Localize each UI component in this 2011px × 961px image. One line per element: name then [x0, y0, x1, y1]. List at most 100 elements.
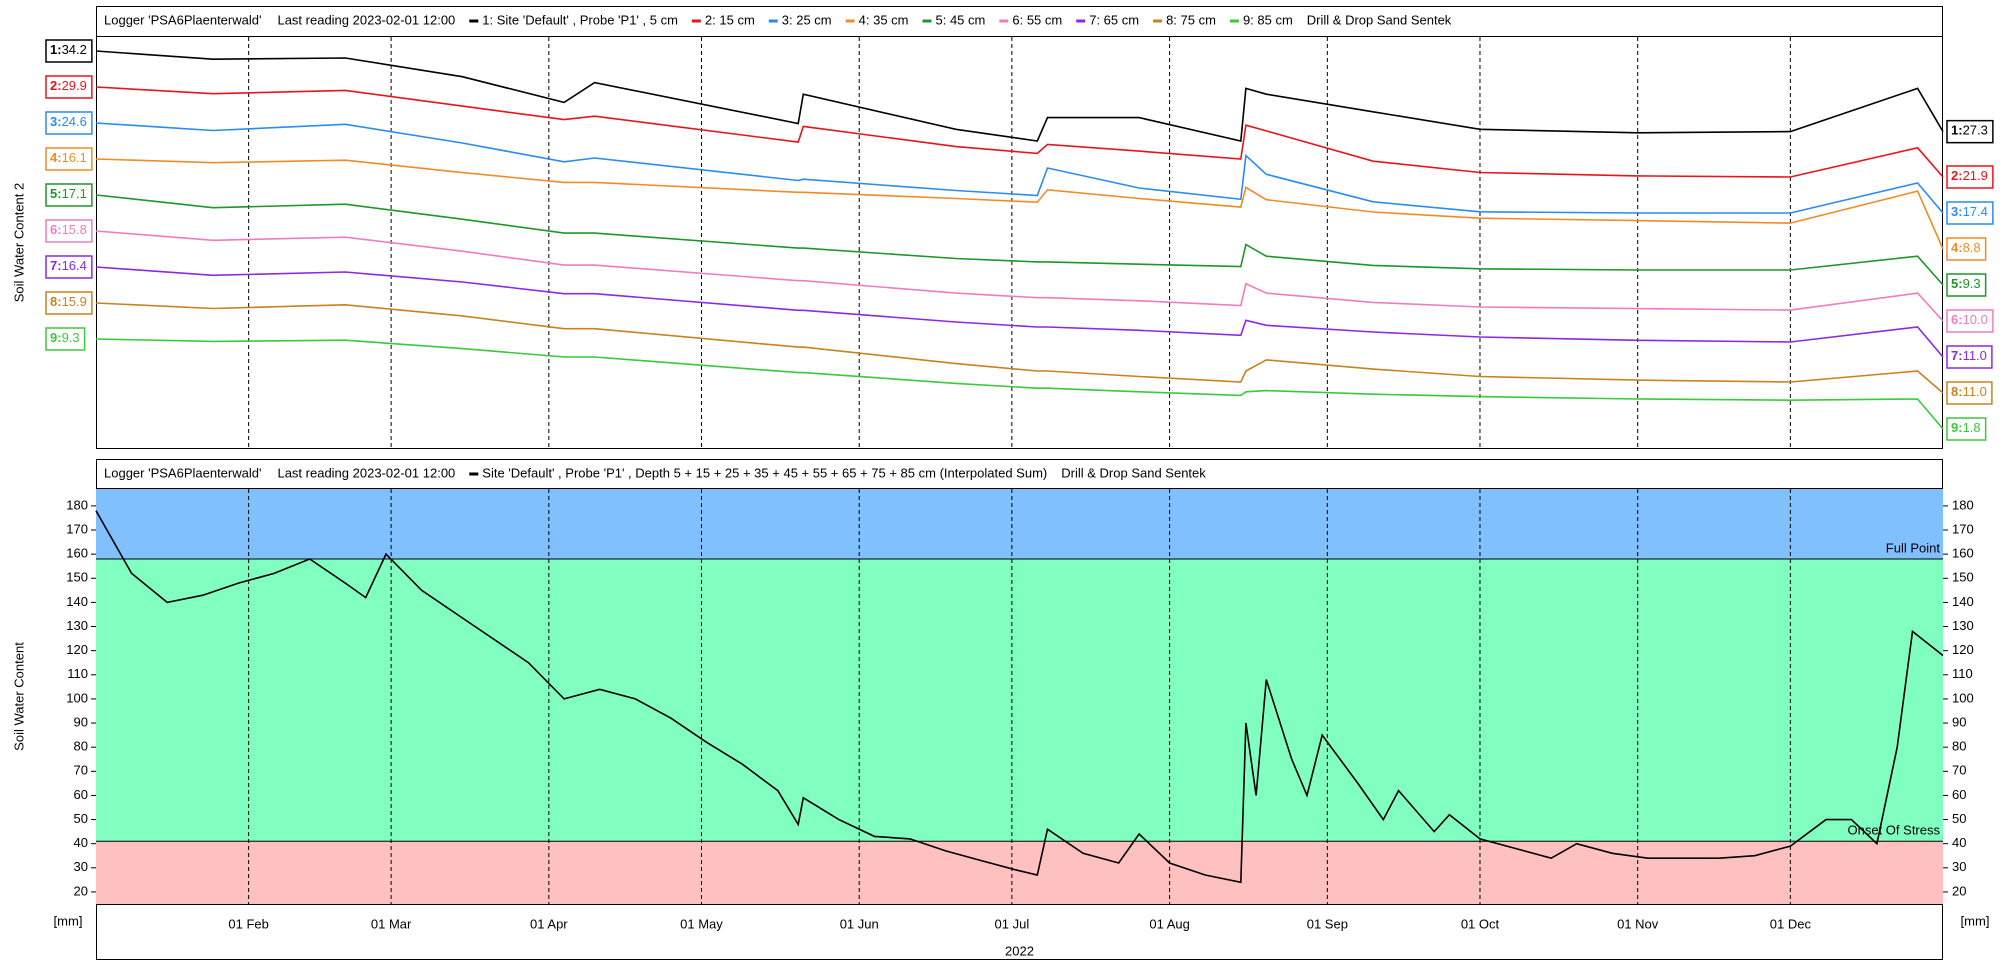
series-end-label-box: [1946, 417, 1987, 441]
legend-label: 6: 55 cm: [1012, 12, 1062, 27]
y-tick-label: 150: [1952, 570, 1974, 585]
series-value: 17.1: [62, 186, 87, 201]
y-tick-label: 70: [1952, 763, 1966, 778]
y-tick-label: 180: [66, 497, 88, 512]
series-end-label: 9:1.8: [1951, 420, 1981, 435]
series-tag: 9:: [1951, 420, 1963, 435]
series-tag: 4:: [1951, 240, 1963, 255]
y-tick-label: 50: [1952, 811, 1966, 826]
threshold-label: Full Point: [1886, 540, 1941, 555]
y-tick-label: 140: [1952, 594, 1974, 609]
series-end-label: 3:24.6: [50, 114, 87, 129]
series-end-label-box: [45, 111, 93, 135]
series-end-label-box: [1946, 165, 1994, 189]
y-tick-label: 70: [74, 763, 88, 778]
header-reading: Last reading 2023-02-01 12:00: [277, 465, 455, 480]
series-end-label-box: [1946, 345, 1993, 369]
data-line: [95, 302, 1944, 394]
x-tick-label: 01 Apr: [530, 916, 568, 931]
series-tag: 8:: [1951, 384, 1963, 399]
series-end-label-box: [45, 219, 93, 243]
y-tick-label: 140: [66, 594, 88, 609]
series-value: 9.3: [62, 330, 80, 345]
y-unit: [mm]: [54, 913, 83, 928]
x-tick-label: 01 Dec: [1770, 916, 1812, 931]
legend-label: 3: 25 cm: [782, 12, 832, 27]
series-tag: 6:: [1951, 312, 1963, 327]
legend-label: 7: 65 cm: [1089, 12, 1139, 27]
header-reading: Last reading 2023-02-01 12:00: [277, 12, 455, 27]
series-value: 11.0: [1963, 348, 1987, 363]
series-end-label: 9:9.3: [50, 330, 80, 345]
threshold-label: Onset Of Stress: [1848, 823, 1941, 838]
series-end-label-box: [45, 255, 93, 279]
series-tag: 4:: [50, 150, 62, 165]
x-tick-label: 01 May: [680, 916, 723, 931]
series-end-label-box: [1946, 273, 1987, 297]
zone: [96, 841, 1943, 904]
data-line: [95, 230, 1944, 322]
series-end-label: 7:11.0: [1951, 348, 1987, 363]
data-line: [95, 338, 1944, 430]
y-tick-label: 130: [1952, 618, 1974, 633]
series-end-label: 8:11.0: [1951, 384, 1987, 399]
y-axis-title: Soil Water Content 2: [11, 183, 26, 302]
series-end-label: 1:27.3: [1951, 123, 1988, 138]
y-tick-label: 60: [74, 787, 88, 802]
series-value: 1.8: [1963, 420, 1981, 435]
series-end-label-box: [1946, 237, 1987, 261]
series-tag: 8:: [50, 294, 62, 309]
zone: [96, 558, 1943, 842]
y-tick-label: 130: [66, 618, 88, 633]
data-line: [95, 194, 1944, 286]
series-value: 17.4: [1963, 204, 1988, 219]
series-value: 15.9: [62, 294, 87, 309]
series-end-label: 7:16.4: [50, 258, 87, 273]
series-tag: 5:: [50, 186, 62, 201]
legend-label: 8: 75 cm: [1166, 12, 1216, 27]
y-tick-label: 20: [1952, 883, 1966, 898]
legend-label: 9: 85 cm: [1243, 12, 1293, 27]
series-tag: 5:: [1951, 276, 1963, 291]
series-tag: 3:: [50, 114, 62, 129]
legend-label: 5: 45 cm: [936, 12, 986, 27]
series-end-label: 4:8.8: [1951, 240, 1981, 255]
y-tick-label: 150: [66, 570, 88, 585]
series-end-label-box: [1946, 119, 1994, 144]
y-tick-label: 110: [1952, 666, 1973, 681]
series-value: 8.8: [1963, 240, 1981, 255]
data-line: [95, 50, 1944, 142]
series-value: 11.0: [1963, 384, 1987, 399]
y-tick-label: 30: [74, 859, 88, 874]
header-logger: Logger 'PSA6Plaenterwald': [104, 12, 261, 27]
x-tick-label: 01 Jun: [840, 916, 879, 931]
legend-label: 2: 15 cm: [705, 12, 755, 27]
series-tag: 7:: [50, 258, 62, 273]
series-end-label: 2:21.9: [1951, 168, 1988, 183]
data-line: [95, 266, 1944, 358]
series-tag: 3:: [1951, 204, 1963, 219]
plot-area: [95, 37, 1944, 448]
plot-area: Full Point Onset Of Stress: [95, 489, 1944, 904]
x-tick-label: 01 Nov: [1617, 916, 1659, 931]
y-tick-label: 160: [66, 546, 88, 561]
series-tag: 1:: [50, 42, 62, 57]
series-value: 16.1: [62, 150, 87, 165]
series-value: 15.8: [62, 222, 87, 237]
series-end-label-box: [45, 75, 93, 99]
y-tick-label: 110: [67, 666, 88, 681]
series-value: 27.3: [1963, 123, 1988, 138]
series-value: 24.6: [62, 114, 87, 129]
series-end-label: 3:17.4: [1951, 204, 1988, 219]
y-tick-label: 50: [74, 811, 88, 826]
series-value: 21.9: [1963, 168, 1988, 183]
series-end-label-box: [45, 183, 93, 207]
series-value: 34.2: [62, 42, 87, 57]
series-tag: 1:: [1951, 123, 1963, 138]
y-tick-label: 30: [1952, 859, 1966, 874]
series-end-label-box: [45, 147, 93, 171]
y-tick-label: 20: [74, 883, 88, 898]
x-tick-label: 01 Oct: [1461, 916, 1500, 931]
series-value: 10.0: [1963, 312, 1988, 327]
